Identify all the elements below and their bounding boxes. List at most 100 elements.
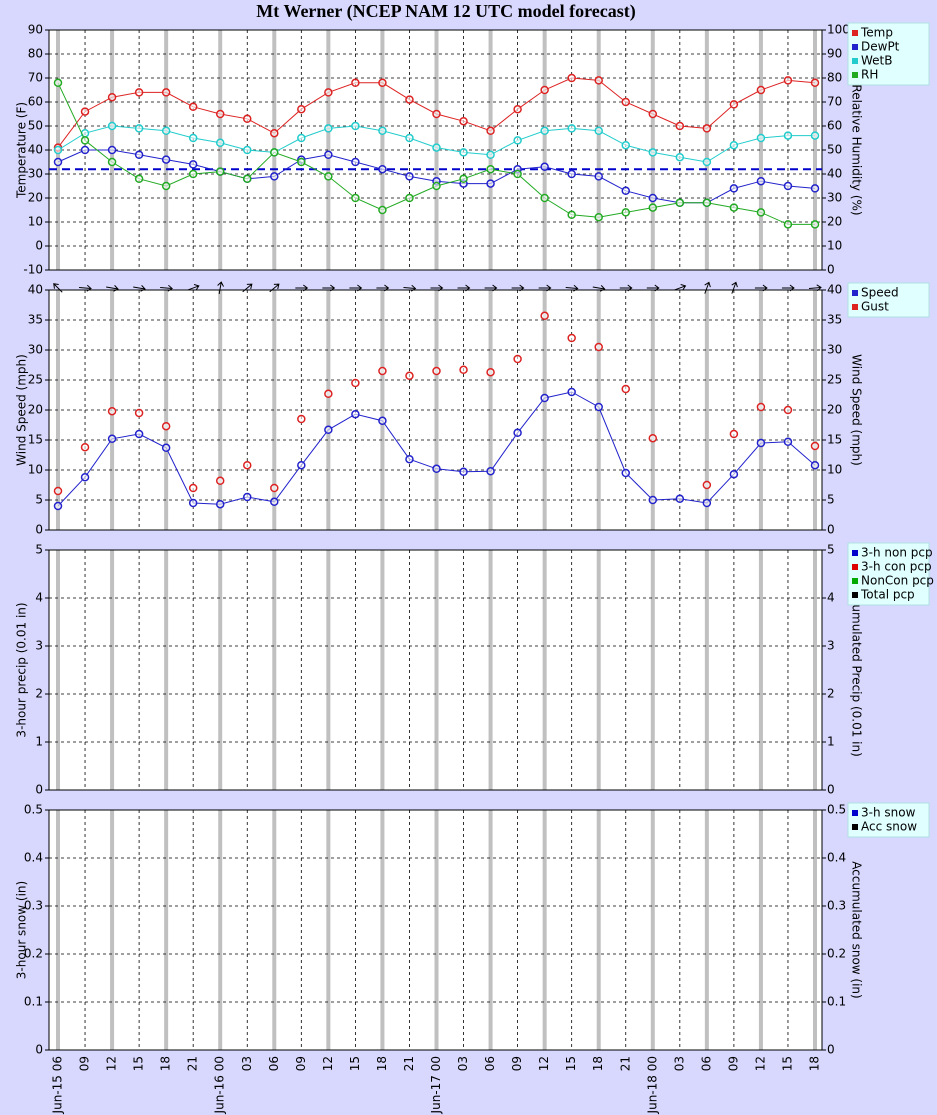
y-axis-label: Wind Speed (mph) <box>15 354 29 466</box>
y2-tick-label: 15 <box>827 433 842 447</box>
wind-arrow <box>457 284 471 292</box>
point <box>80 136 90 145</box>
y2-tick-label: 0.5 <box>827 803 846 817</box>
y2-tick-label: 20 <box>827 403 842 417</box>
point <box>648 433 658 443</box>
wind-arrow <box>160 284 173 292</box>
y2-tick-label: 80 <box>827 71 842 85</box>
point <box>432 143 441 152</box>
point <box>270 128 279 138</box>
point <box>648 148 658 157</box>
y-tick-label: 35 <box>28 313 43 327</box>
legend <box>847 22 930 86</box>
point <box>702 498 712 508</box>
point <box>594 172 603 181</box>
point <box>188 483 198 493</box>
y-tick-label: 0 <box>35 523 43 537</box>
legend-label: Temp <box>860 26 893 40</box>
point <box>53 486 63 496</box>
point <box>432 181 441 191</box>
legend-label: DewPt <box>861 40 900 54</box>
point <box>432 109 441 119</box>
x-tick-label: 06 <box>267 1056 281 1071</box>
point <box>432 464 441 474</box>
legend-label: Speed <box>861 286 899 300</box>
y2-tick-label: 2 <box>827 687 835 701</box>
wind-arrow <box>376 284 390 292</box>
y2-tick-label: 5 <box>827 543 835 557</box>
y-tick-label: 5 <box>35 543 43 557</box>
y2-tick-label: 0.4 <box>827 851 846 865</box>
point <box>297 157 306 167</box>
point <box>540 393 549 403</box>
y2-axis-label: Relative Humidity (%) <box>850 84 864 215</box>
point <box>675 198 685 208</box>
wind-arrow <box>133 285 146 292</box>
wind-arrow-shape <box>646 284 660 292</box>
point <box>810 220 820 229</box>
y2-tick-label: 10 <box>827 239 842 253</box>
point <box>486 150 495 160</box>
point <box>702 157 712 167</box>
legend-label: NonCon pcp <box>861 574 934 588</box>
y-tick-label: 50 <box>28 119 43 133</box>
point <box>621 468 630 478</box>
wind-arrow <box>79 284 92 292</box>
point <box>324 124 333 133</box>
legend-swatch <box>852 304 858 310</box>
point <box>540 311 549 321</box>
x-tick-label: 09 <box>510 1056 524 1071</box>
x-tick-label: Jun-16 00 <box>213 1056 227 1114</box>
legend-swatch <box>852 578 858 584</box>
point <box>107 92 117 102</box>
x-tick-label: 15 <box>780 1056 794 1071</box>
point <box>621 186 630 196</box>
wind-arrow <box>565 284 579 292</box>
wind-arrow-shape <box>106 285 119 292</box>
point <box>134 408 144 418</box>
y-tick-label: 70 <box>28 71 43 85</box>
y-tick-label: 30 <box>28 167 43 181</box>
y2-tick-label: 25 <box>827 373 842 387</box>
legend-label: Gust <box>861 300 889 314</box>
wind-arrow <box>592 285 606 292</box>
point <box>351 409 360 419</box>
plot-frame <box>48 29 823 271</box>
legend-label: Total pcp <box>860 588 915 602</box>
wind-arrow-shape <box>457 284 471 292</box>
wind-arrow-shape <box>53 283 63 293</box>
point <box>161 126 171 136</box>
legend-swatch <box>852 290 858 296</box>
x-tick-label: 03 <box>240 1056 254 1071</box>
point <box>810 441 820 451</box>
point <box>594 126 603 136</box>
legend-swatch <box>852 810 858 816</box>
point <box>270 148 279 157</box>
wind-arrow-shape <box>79 284 92 292</box>
y2-tick-label: 3 <box>827 639 835 653</box>
y-axis-label: 3-hour precip (0.01 in) <box>15 602 29 737</box>
point <box>405 95 414 104</box>
wind-arrow-shape <box>269 283 280 293</box>
point <box>648 495 658 505</box>
x-tick-label: 18 <box>159 1056 173 1071</box>
point <box>215 138 225 148</box>
wind-arrow <box>484 284 498 292</box>
y2-tick-label: 4 <box>827 591 835 605</box>
wind-arrow-shape <box>376 284 390 292</box>
point <box>351 378 360 388</box>
y-tick-label: 25 <box>28 373 43 387</box>
point <box>378 164 387 174</box>
y2-tick-label: 40 <box>827 283 842 297</box>
y2-tick-label: 10 <box>827 463 842 477</box>
x-tick-label: 12 <box>105 1056 119 1071</box>
y-tick-label: 1 <box>35 735 43 749</box>
y2-axis-label: Accumulated Precip (0.01 in) <box>850 583 864 757</box>
point <box>161 155 171 164</box>
point <box>702 480 712 490</box>
point <box>134 174 144 184</box>
point <box>297 460 306 470</box>
point <box>783 131 793 140</box>
wind-arrow-shape <box>674 284 687 291</box>
point <box>405 172 414 181</box>
